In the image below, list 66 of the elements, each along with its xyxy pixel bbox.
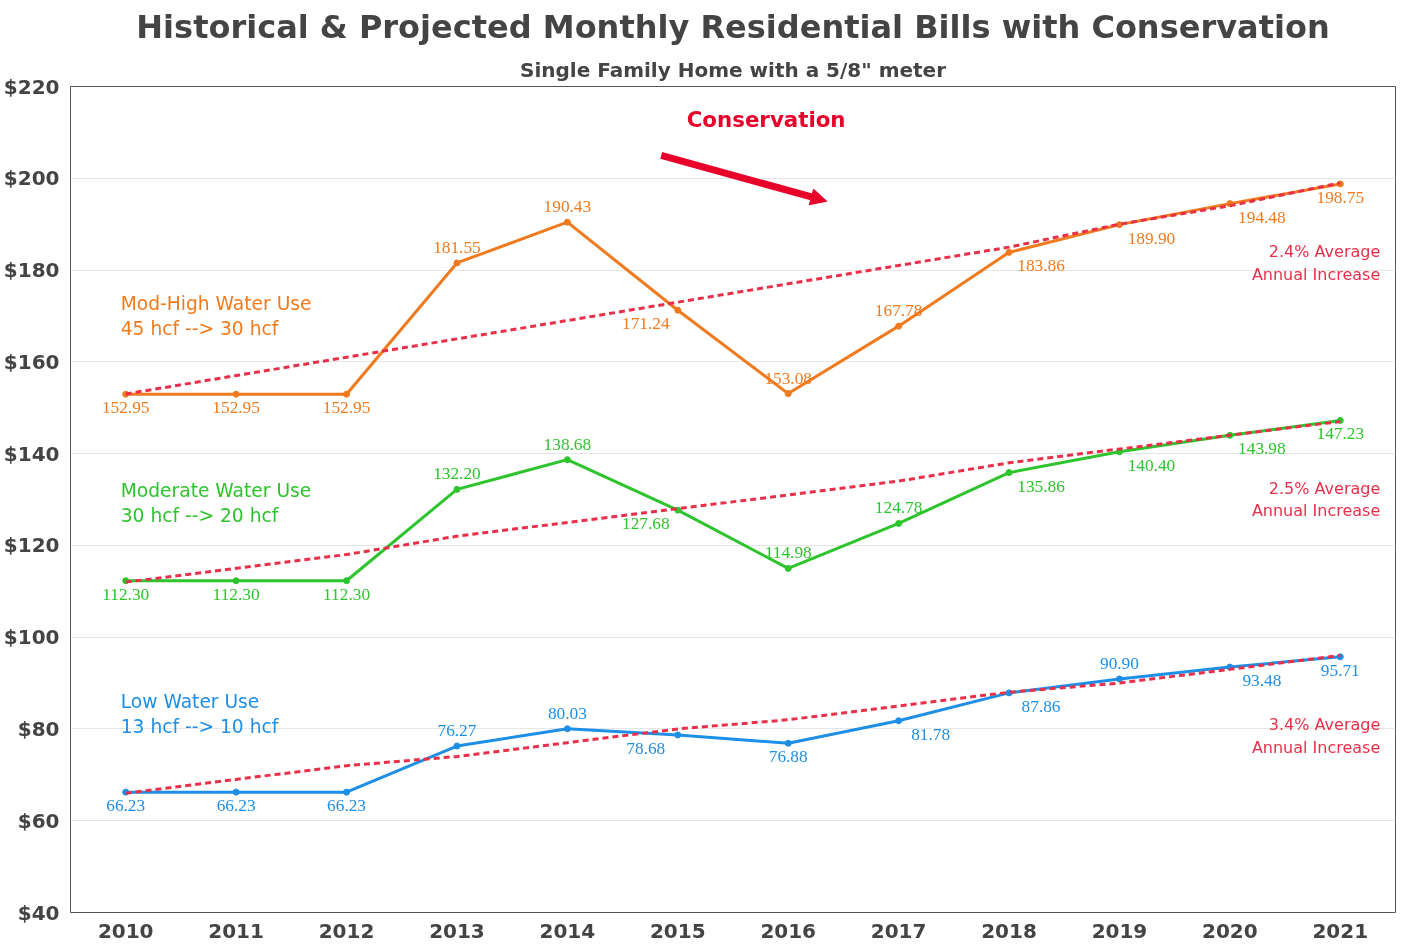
data-label: 95.71: [1320, 660, 1360, 680]
x-tick-label: 2011: [208, 918, 264, 943]
annotation: 2.5% Average Annual Increase: [1251, 478, 1381, 521]
y-tick-label: $100: [3, 625, 60, 650]
data-label: 81.78: [911, 724, 951, 744]
data-label: 93.48: [1242, 671, 1282, 691]
x-tick-label: 2015: [649, 918, 706, 943]
data-label: 132.20: [433, 464, 481, 484]
x-tick-label: 2020: [1202, 918, 1258, 943]
data-label: 140.40: [1127, 455, 1176, 475]
annotation: 2.4% Average Annual Increase: [1251, 242, 1381, 285]
y-tick-label: $140: [3, 441, 60, 466]
data-label: 76.27: [437, 721, 477, 741]
data-label: 194.48: [1238, 207, 1286, 227]
data-label: 143.98: [1238, 439, 1286, 459]
x-tick-label: 2014: [539, 918, 596, 943]
data-label: 127.68: [621, 514, 670, 534]
text: Mod-High Water Use 45 hcf --> 30 hcf: [120, 292, 312, 340]
data-label: 190.43: [543, 197, 592, 217]
data-label: 80.03: [547, 703, 587, 723]
data-label: 112.30: [323, 584, 371, 604]
data-label: 171.24: [621, 314, 670, 334]
data-label: 76.88: [768, 747, 808, 767]
data-label: 152.95: [101, 398, 150, 418]
x-tick-label: 2010: [97, 918, 154, 943]
data-label: 147.23: [1316, 424, 1365, 444]
data-label: 183.86: [1017, 256, 1066, 276]
data-label: 124.78: [874, 498, 923, 518]
y-tick-label: $40: [17, 900, 60, 925]
y-tick-label: $180: [3, 258, 60, 283]
annotation: Conservation: [686, 107, 846, 133]
data-label: 66.23: [216, 796, 256, 816]
data-label: 66.23: [327, 796, 367, 816]
data-label: 78.68: [626, 739, 666, 758]
x-tick-label: 2012: [318, 918, 375, 943]
data-label: 198.75: [1316, 188, 1365, 208]
x-tick-label: 2016: [760, 918, 817, 943]
y-tick-label: $120: [3, 533, 60, 558]
y-tick-label: $220: [3, 74, 60, 99]
data-label: 66.23: [106, 796, 146, 816]
data-label: 87.86: [1021, 696, 1061, 716]
annotation: 3.4% Average Annual Increase: [1251, 715, 1381, 757]
data-label: 90.90: [1099, 653, 1139, 673]
data-label: 114.98: [764, 543, 812, 563]
data-label: 112.30: [102, 584, 150, 604]
x-tick-label: 2021: [1312, 918, 1369, 943]
y-tick-label: $200: [3, 166, 60, 191]
chart-subtitle: Single Family Home with a 5/8" meter: [519, 57, 947, 82]
data-label: 152.95: [212, 398, 260, 418]
text: Moderate Water Use 30 hcf --> 20 hcf: [120, 479, 312, 526]
x-tick-label: 2017: [870, 918, 927, 943]
x-tick-label: 2018: [981, 918, 1037, 943]
data-label: 181.55: [433, 237, 481, 257]
y-tick-label: $80: [17, 716, 60, 741]
x-tick-label: 2019: [1091, 918, 1148, 943]
y-tick-label: $60: [17, 808, 60, 833]
chart-title: Historical & Projected Monthly Residential Bills with Conservation: [136, 7, 1330, 46]
y-tick-label: $160: [3, 349, 60, 374]
data-label: 112.30: [212, 584, 260, 604]
x-tick-label: 2013: [429, 918, 485, 943]
data-label: 189.90: [1127, 228, 1176, 248]
data-label: 138.68: [543, 434, 592, 454]
data-label: 135.86: [1017, 476, 1066, 496]
data-label: 152.95: [322, 398, 371, 418]
text: Low Water Use 13 hcf --> 10 hcf: [120, 690, 279, 738]
data-label: 167.78: [874, 301, 923, 321]
